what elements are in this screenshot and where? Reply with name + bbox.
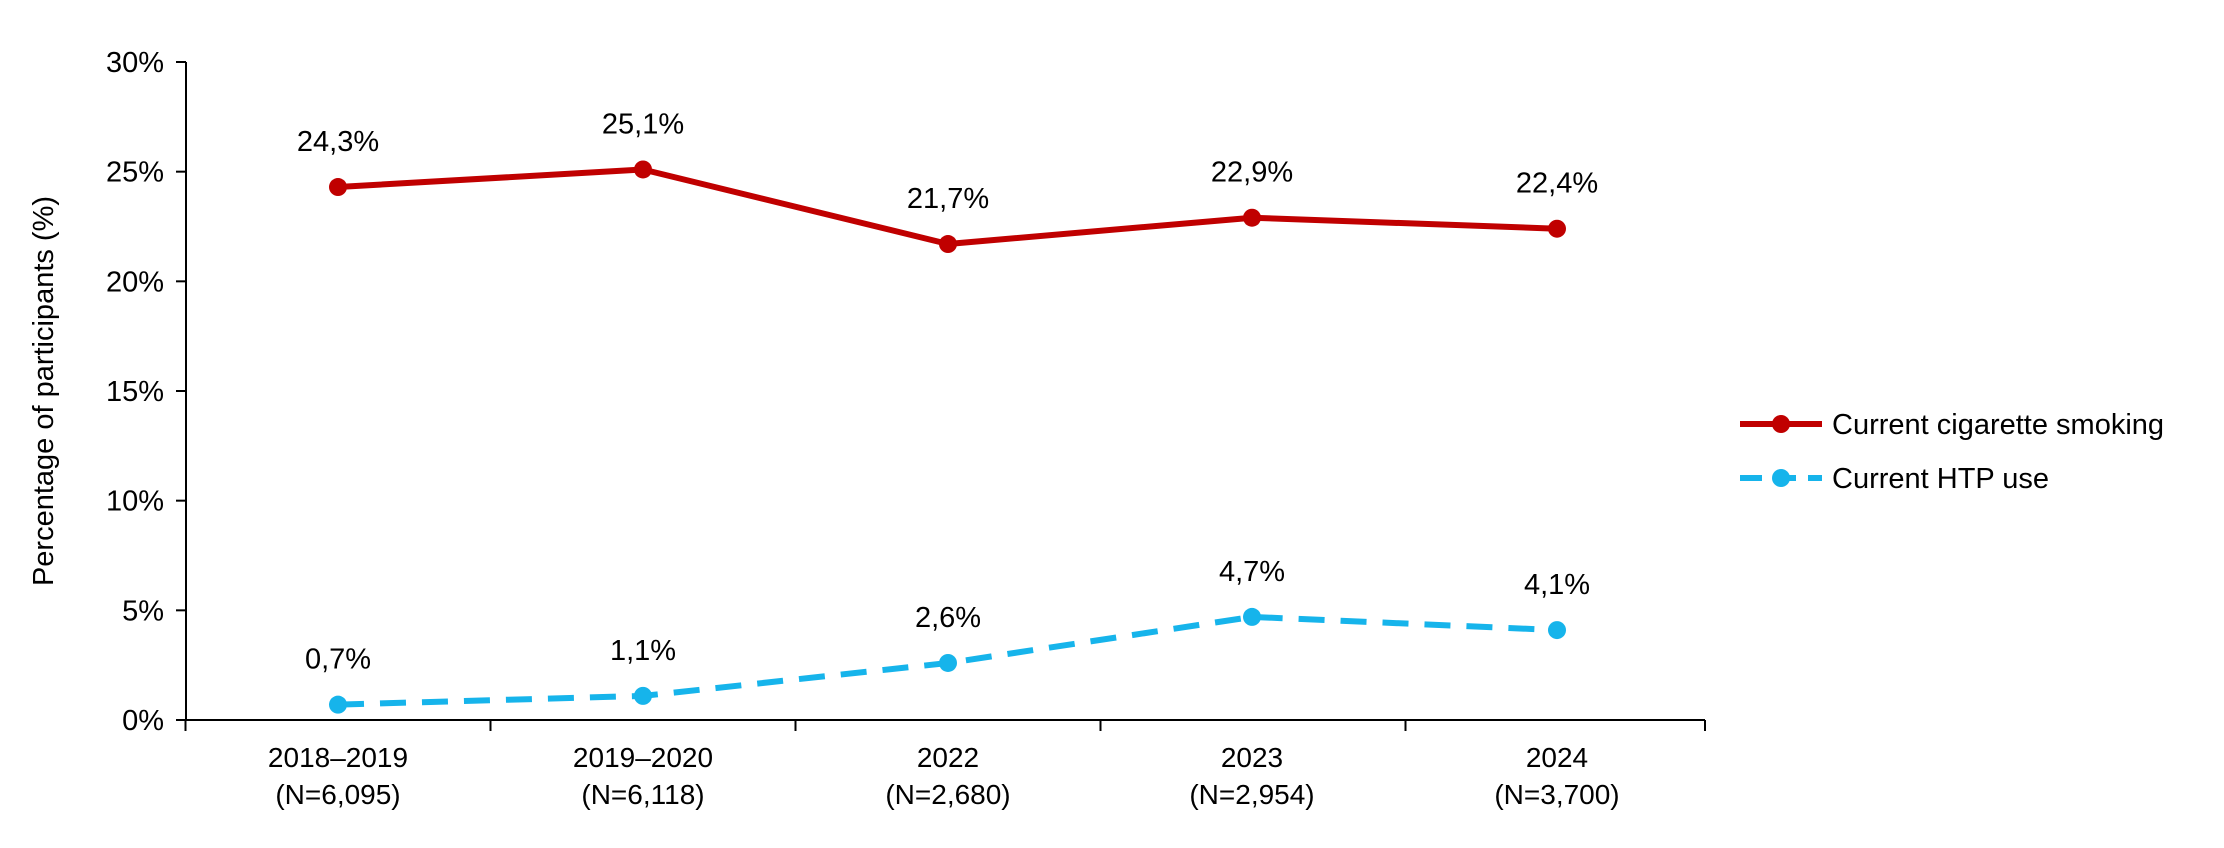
x-tick-label-n: (N=2,954): [1189, 779, 1314, 810]
data-point: [634, 686, 652, 705]
y-tick-label: 20%: [106, 266, 164, 298]
data-label: 4,7%: [1219, 556, 1285, 588]
y-tick-label: 15%: [106, 376, 164, 408]
data-label: 24,3%: [297, 126, 379, 158]
series-cigarette-smoking: 24,3% 25,1% 21,7% 22,9% 22,4%: [297, 108, 1598, 254]
x-tick-label-n: (N=6,118): [581, 779, 704, 810]
x-tick-label-year: 2023: [1221, 742, 1283, 773]
data-point: [939, 653, 957, 672]
data-point: [1243, 607, 1261, 626]
legend-item: Current HTP use: [1740, 463, 2049, 495]
x-tick-label-year: 2019–2020: [573, 742, 713, 773]
data-point: [1243, 208, 1261, 227]
data-label: 21,7%: [907, 183, 989, 215]
y-tick-label: 10%: [106, 486, 164, 518]
data-label: 25,1%: [602, 108, 684, 140]
y-tick-label: 5%: [122, 595, 164, 627]
y-axis-label: Percentage of participants (%): [28, 196, 60, 586]
data-point: [329, 695, 347, 714]
series-htp-use: 0,7% 1,1% 2,6% 4,7% 4,1%: [305, 556, 1590, 714]
legend-label: Current HTP use: [1832, 463, 2049, 495]
data-label: 1,1%: [610, 635, 676, 667]
legend-marker: [1772, 415, 1790, 433]
legend-item: Current cigarette smoking: [1740, 409, 2164, 441]
y-axis: 0% 5% 10% 15% 20% 25% 30%: [106, 47, 187, 737]
x-axis: 2018–2019 (N=6,095) 2019–2020 (N=6,118) 2022…: [184, 719, 1706, 810]
y-tick-label: 0%: [122, 705, 164, 737]
y-tick-label: 25%: [106, 157, 164, 189]
y-tick-label: 30%: [106, 47, 164, 79]
x-tick-label-n: (N=6,095): [275, 779, 400, 810]
x-tick-label-n: (N=2,680): [885, 779, 1010, 810]
x-tick-label-year: 2018–2019: [268, 742, 408, 773]
data-label: 22,4%: [1516, 168, 1598, 200]
data-label: 0,7%: [305, 644, 371, 676]
legend: Current cigarette smoking Current HTP use: [1740, 409, 2164, 495]
x-tick-label-n: (N=3,700): [1494, 779, 1619, 810]
legend-marker: [1772, 469, 1790, 487]
data-point: [1548, 219, 1566, 238]
data-point: [1548, 621, 1566, 640]
x-tick-label-year: 2022: [917, 742, 979, 773]
legend-label: Current cigarette smoking: [1832, 409, 2164, 441]
data-label: 2,6%: [915, 602, 981, 634]
data-label: 22,9%: [1211, 157, 1293, 189]
data-point: [939, 235, 957, 254]
x-tick-label-year: 2024: [1526, 742, 1588, 773]
data-point: [329, 178, 347, 197]
data-point: [634, 160, 652, 179]
data-label: 4,1%: [1524, 569, 1590, 601]
